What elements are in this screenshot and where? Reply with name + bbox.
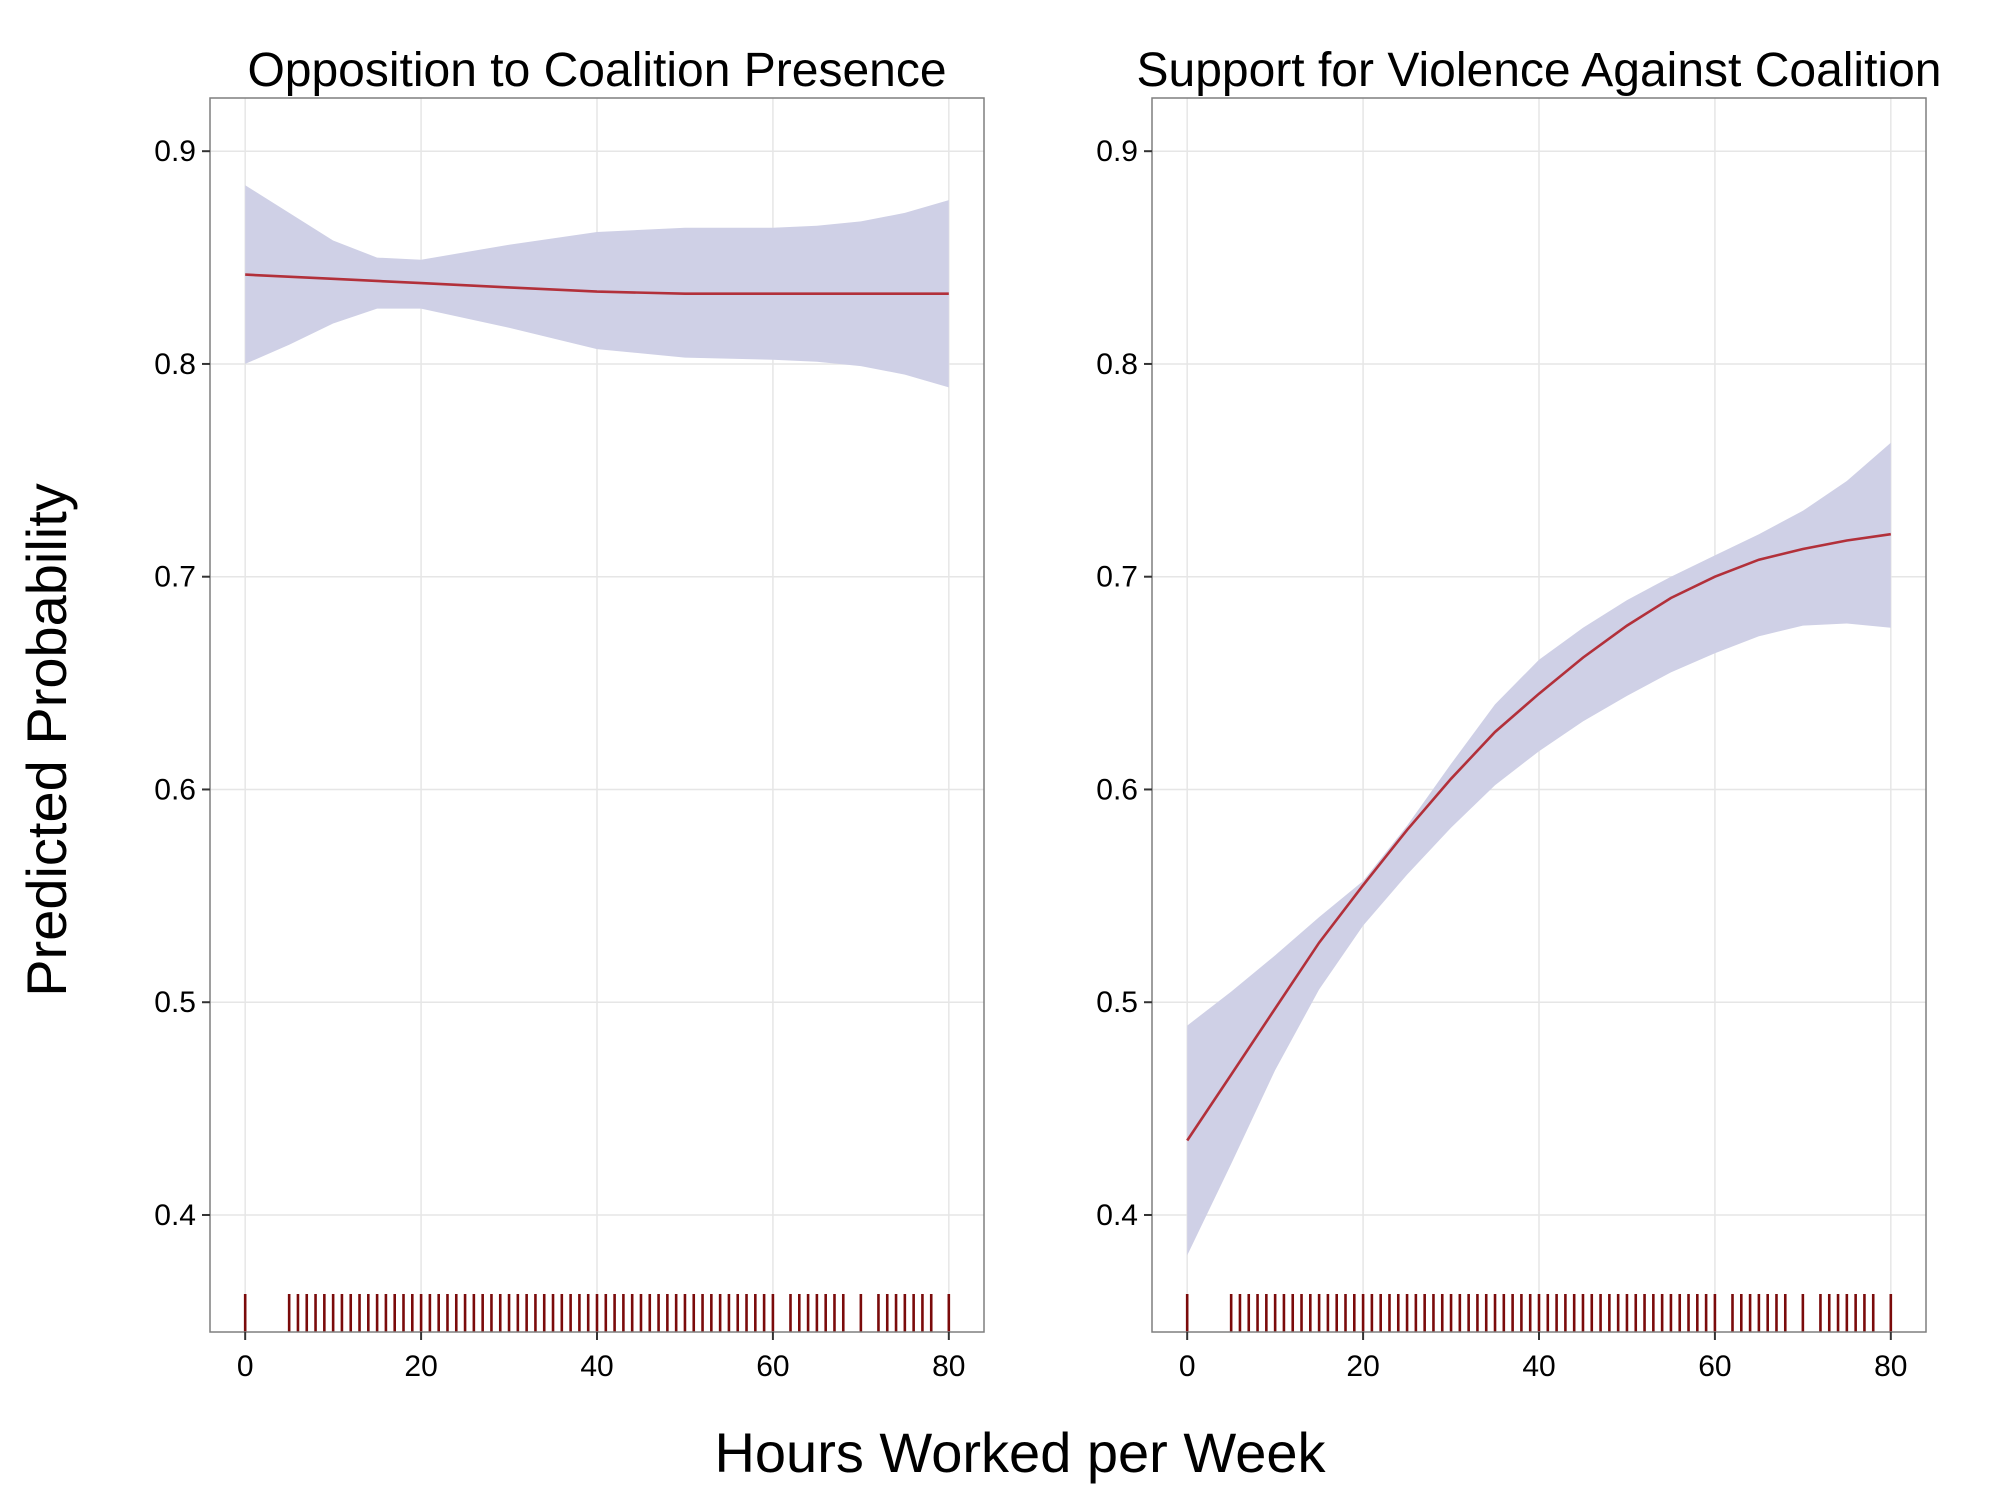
y-tick-label: 0.5 — [1096, 986, 1138, 1019]
y-tick-label: 0.8 — [154, 348, 196, 381]
y-tick-label: 0.9 — [1096, 135, 1138, 168]
x-tick-label: 60 — [1698, 1350, 1731, 1383]
y-tick-label: 0.8 — [1096, 348, 1138, 381]
x-tick-label: 0 — [237, 1350, 254, 1383]
x-tick-label: 20 — [404, 1350, 437, 1383]
fitted-line — [245, 273, 949, 296]
panel-violence: Support for Violence Against Coalition 0.… — [1096, 44, 1941, 1383]
confidence-band — [1187, 442, 1891, 1256]
confidence-band — [245, 185, 949, 388]
x-tick-label: 80 — [1874, 1350, 1907, 1383]
panel-opposition: Opposition to Coalition Presence 0.4 0.5 0.… — [154, 44, 985, 1383]
x-tick-label: 80 — [932, 1350, 965, 1383]
y-tick-label: 0.7 — [1096, 561, 1138, 594]
x-axis-title: Hours Worked per Week — [714, 1421, 1326, 1484]
y-tick-label: 0.5 — [154, 986, 196, 1019]
x-tick-label: 0 — [1179, 1350, 1196, 1383]
x-tick-label: 20 — [1346, 1350, 1379, 1383]
x-tick-label: 40 — [1522, 1350, 1555, 1383]
panel-title: Opposition to Coalition Presence — [247, 44, 946, 97]
y-tick-label: 0.4 — [1096, 1199, 1138, 1232]
y-tick-label: 0.9 — [154, 135, 196, 168]
x-tick-label: 40 — [580, 1350, 613, 1383]
y-tick-label: 0.6 — [1096, 773, 1138, 806]
x-tick-label: 60 — [756, 1350, 789, 1383]
y-axis-title: Predicted Probability — [15, 483, 78, 997]
y-tick-label: 0.7 — [154, 561, 196, 594]
y-tick-label: 0.4 — [154, 1199, 196, 1232]
panel-title: Support for Violence Against Coalition — [1137, 44, 1942, 97]
y-tick-label: 0.6 — [154, 773, 196, 806]
fitted-line — [1186, 532, 1891, 1142]
